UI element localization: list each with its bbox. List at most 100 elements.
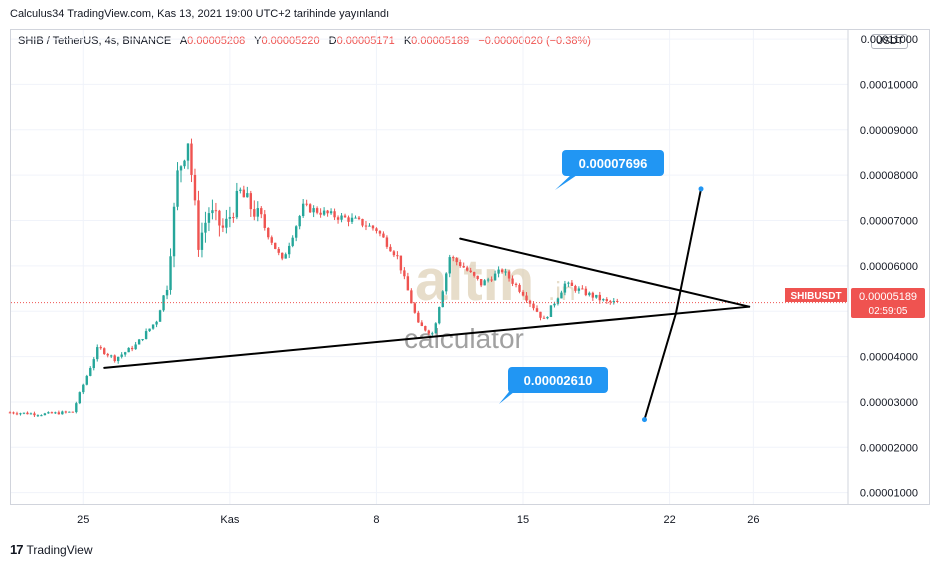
trendline-target-up[interactable] (674, 187, 703, 315)
candle-body (371, 225, 375, 229)
ohlc-open-value: 0.00005208 (187, 35, 246, 47)
candle-body (15, 413, 19, 415)
candle-body (329, 211, 333, 214)
candle-body (137, 339, 141, 345)
candle-body (476, 275, 479, 279)
candle-body (26, 412, 29, 415)
candle-body (54, 412, 57, 414)
candle-body (354, 217, 357, 219)
candle-body (322, 210, 326, 215)
ohlc-high-value: 0.00005220 (261, 35, 320, 47)
y-tick-label: 0.00011000 (861, 34, 918, 46)
lower-target-callout[interactable]: 0.00002610 (499, 367, 608, 404)
grid-lines (11, 30, 848, 504)
candle-body (253, 209, 256, 217)
tradingview-logo[interactable]: 17 TradingView (10, 542, 93, 557)
candle-body (445, 273, 448, 292)
symbol-legend[interactable]: SHIB / TetherUS, 4s, BINANCE A0.00005208… (18, 35, 597, 47)
candle-body (239, 189, 242, 191)
candle-body (420, 322, 424, 327)
candle-body (151, 324, 155, 329)
candle-body (242, 189, 246, 198)
candle-body (357, 217, 361, 219)
candle-body (270, 237, 273, 243)
candle-body (441, 291, 444, 308)
candle-body (462, 266, 465, 268)
trendline-target-down[interactable] (643, 312, 677, 421)
candle-body (539, 311, 542, 318)
candle-body (162, 295, 165, 311)
trendline-triangle-lower[interactable] (103, 305, 751, 369)
candle-body (469, 270, 472, 273)
candle-body (616, 300, 619, 302)
candle-body (232, 217, 235, 219)
candle-body (567, 282, 570, 284)
upper-target-callout[interactable]: 0.00007696 (555, 150, 664, 190)
candle-body (277, 248, 280, 253)
candle-body (116, 356, 120, 362)
candle-body (68, 411, 71, 413)
candle-body (82, 384, 85, 393)
target-point[interactable] (641, 417, 647, 423)
candle-body (448, 257, 451, 274)
candle-body (413, 303, 417, 313)
candle-body (193, 174, 197, 201)
candle-body (78, 392, 81, 404)
currency-button[interactable]: USDT (871, 34, 909, 49)
candle-body (190, 143, 193, 175)
candle-body (417, 312, 420, 323)
candle-body (497, 269, 500, 274)
candle-body (392, 251, 396, 256)
candle-body (186, 143, 190, 161)
last-price-tag-bg (851, 288, 925, 318)
x-tick-label: 22 (663, 514, 675, 526)
trendline-triangle-upper[interactable] (459, 237, 751, 308)
candle-body (591, 292, 595, 298)
candle-body (343, 215, 347, 218)
ohlc-open-label: A (179, 35, 188, 47)
candle-body (19, 413, 22, 415)
candle-body (500, 269, 504, 273)
candle-body (479, 278, 483, 286)
y-tick-label: 0.00010000 (860, 79, 918, 91)
candle-body (249, 193, 253, 210)
candle-body (130, 347, 134, 350)
price-change: −0.00000020 (−0.38%) (478, 35, 591, 47)
candle-body (294, 226, 298, 238)
candle-body (410, 290, 413, 304)
watermark-logo-text: altın (415, 248, 534, 313)
y-tick-label: 0.00006000 (860, 261, 918, 273)
candle-body (113, 355, 116, 362)
y-tick-label: 0.00008000 (860, 170, 918, 182)
candle-body (141, 339, 144, 341)
candle-body (85, 375, 88, 385)
candle-body (218, 210, 221, 226)
candle-body (183, 160, 186, 167)
candle-body (521, 291, 525, 296)
candle-body (158, 310, 162, 322)
candle-body (47, 412, 50, 414)
candle-body (110, 355, 113, 357)
candle-body (340, 215, 343, 220)
candle-body (518, 284, 521, 292)
tradingview-brand: TradingView (26, 542, 93, 557)
candle-body (29, 413, 33, 415)
candle-body (514, 283, 518, 285)
candle-body (399, 255, 403, 271)
candle-body (434, 323, 437, 334)
candle-body (584, 288, 588, 296)
candle-body (99, 347, 102, 349)
candle-body (225, 218, 228, 228)
ohlc-low-label: D (328, 35, 337, 47)
candle-body (549, 305, 553, 317)
candle-body (288, 245, 291, 255)
candle-body (211, 210, 214, 214)
candle-body (235, 190, 239, 218)
y-tick-label: 0.00009000 (860, 125, 918, 137)
publish-info: Calculus34 TradingView.com, Kas 13, 2021… (10, 8, 390, 20)
candle-body (298, 216, 301, 227)
target-point[interactable] (698, 186, 704, 192)
candle-body (528, 300, 532, 304)
candle-body (403, 270, 406, 277)
